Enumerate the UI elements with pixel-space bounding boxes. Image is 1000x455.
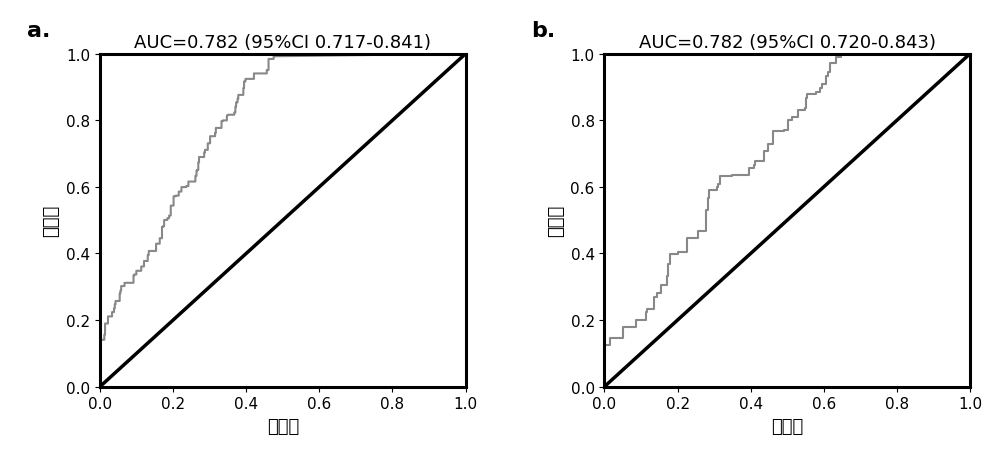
Title: AUC=0.782 (95%CI 0.717-0.841): AUC=0.782 (95%CI 0.717-0.841): [134, 34, 431, 52]
Text: a.: a.: [27, 21, 50, 41]
Title: AUC=0.782 (95%CI 0.720-0.843): AUC=0.782 (95%CI 0.720-0.843): [639, 34, 936, 52]
X-axis label: 特异性: 特异性: [771, 417, 803, 435]
Y-axis label: 敏感性: 敏感性: [42, 205, 60, 237]
Y-axis label: 敏感性: 敏感性: [547, 205, 565, 237]
X-axis label: 特异性: 特异性: [267, 417, 299, 435]
Text: b.: b.: [531, 21, 556, 41]
